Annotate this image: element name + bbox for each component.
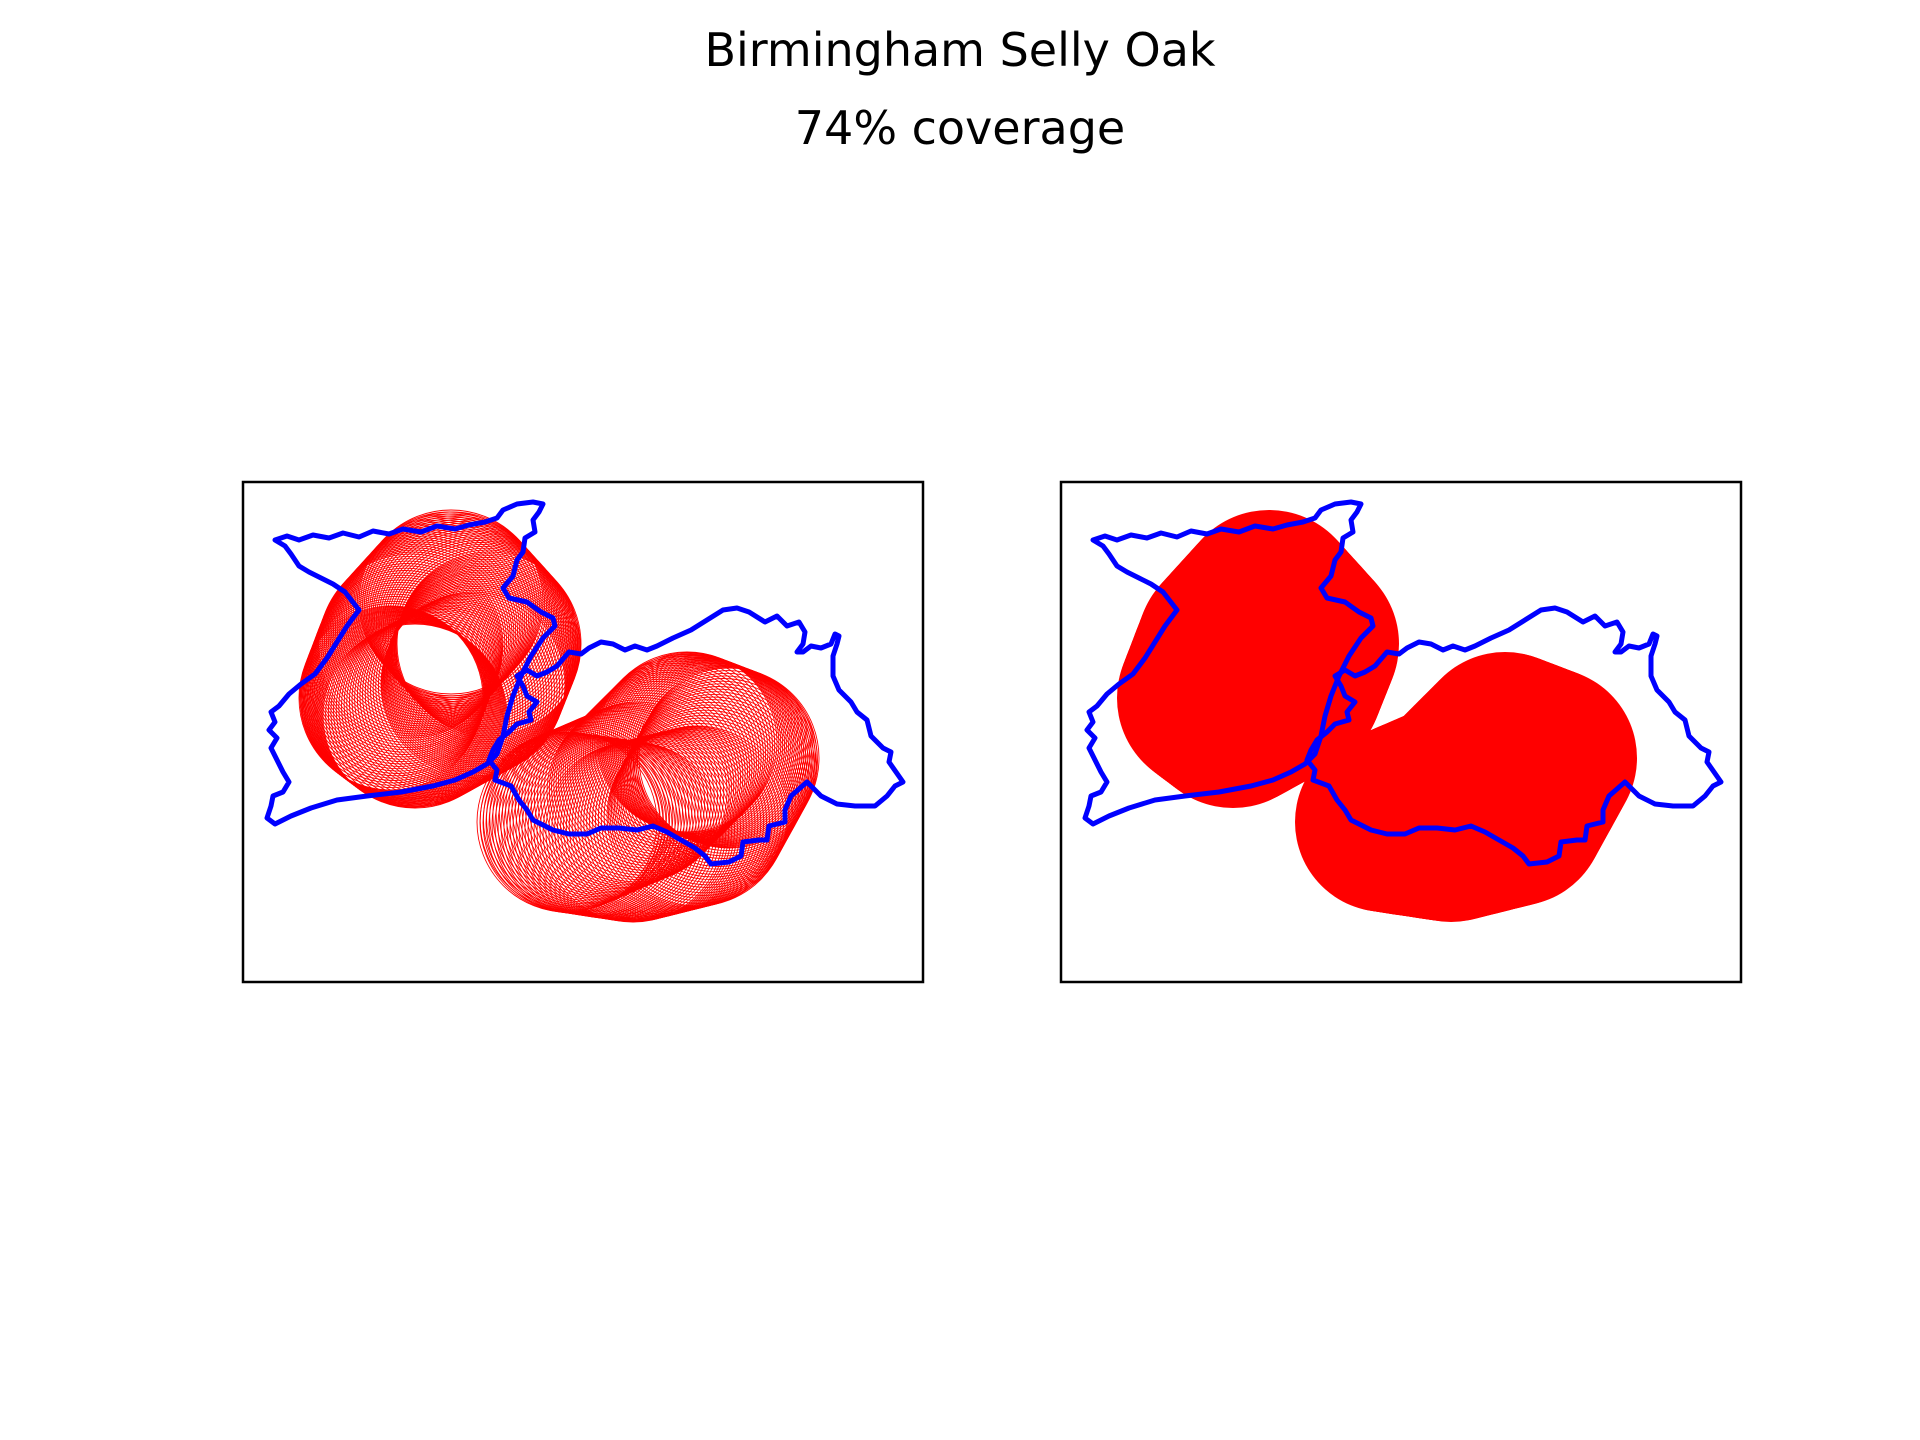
figure-subtitle: 74% coverage xyxy=(794,101,1126,155)
coverage-circle-filled xyxy=(1298,732,1478,913)
coverage-circle-outline xyxy=(638,667,820,849)
figure-title: Birmingham Selly Oak xyxy=(704,23,1216,77)
coverage-circle-outline xyxy=(316,618,501,804)
coverage-circle-outline xyxy=(314,563,500,748)
coverage-circle-outline xyxy=(311,572,497,758)
coverage-circle-outline xyxy=(313,567,498,753)
coverage-circle-outline xyxy=(309,613,495,799)
coverage-circle-outline xyxy=(317,555,503,741)
coverage-circle-outline xyxy=(334,535,520,721)
coverage-circle-outline xyxy=(309,577,495,763)
coverage-circle-outline xyxy=(610,717,792,899)
coverage-circle-outline xyxy=(313,617,499,802)
coverage-circle-outline xyxy=(307,612,493,797)
coverage-circle-outline xyxy=(479,732,661,913)
coverage-circle-outline xyxy=(634,675,816,857)
coverage-circle-outline xyxy=(320,621,506,807)
coverage-circle-outline xyxy=(333,537,518,723)
coverage-circle-outline xyxy=(303,593,488,779)
coverage-circle-outline xyxy=(609,720,791,902)
coverage-filled-area xyxy=(1117,510,1637,922)
coverage-circle-outline xyxy=(307,581,493,767)
coverage-circle-outline xyxy=(312,570,498,755)
coverage-circle-outline xyxy=(329,541,515,727)
coverage-circle-outline xyxy=(336,533,522,719)
coverage-circle-outline xyxy=(316,558,502,744)
coverage-circle-outline xyxy=(325,545,511,731)
coverage-circle-outline xyxy=(497,734,679,916)
coverage-circle-outline xyxy=(347,521,533,707)
coverage-circle-outline xyxy=(338,531,524,717)
coverage-circle-outline xyxy=(327,543,513,729)
coverage-circle-outline xyxy=(324,547,509,733)
coverage-circle-outline xyxy=(311,615,497,801)
coverage-circle-outline xyxy=(331,539,517,725)
coverage-circle-outline xyxy=(318,553,504,739)
coverage-circle-outline xyxy=(310,574,496,760)
map-panel-circle-outlines xyxy=(241,480,925,984)
coverage-circle-outline xyxy=(390,566,576,751)
coverage-circle-outline xyxy=(315,560,501,746)
coverage-circle-outline xyxy=(319,621,505,806)
coverage-circle-outline xyxy=(485,732,667,914)
axes-frame xyxy=(241,480,925,984)
coverage-circle-outline xyxy=(349,519,535,705)
coverage-circle-outline xyxy=(314,565,499,751)
coverage-circle-outline xyxy=(308,579,494,765)
coverage-circle-outline xyxy=(580,732,762,913)
axes-frame xyxy=(1059,480,1743,984)
coverage-circle-outline xyxy=(524,711,706,892)
coverage-circle-outlines xyxy=(298,509,820,923)
coverage-circle-outline xyxy=(322,549,508,735)
coverage-circle-outline xyxy=(571,734,753,916)
coverage-circle-outline xyxy=(320,551,506,737)
coverage-circle-outline xyxy=(616,707,798,888)
coverage-circle-filled xyxy=(1175,512,1360,696)
coverage-circle-outline xyxy=(491,733,673,915)
map-panel-filled-coverage xyxy=(1059,480,1743,984)
coverage-circle-outline xyxy=(317,619,502,805)
coverage-circle-outline xyxy=(387,575,572,761)
coverage-circle-outline xyxy=(632,678,814,859)
